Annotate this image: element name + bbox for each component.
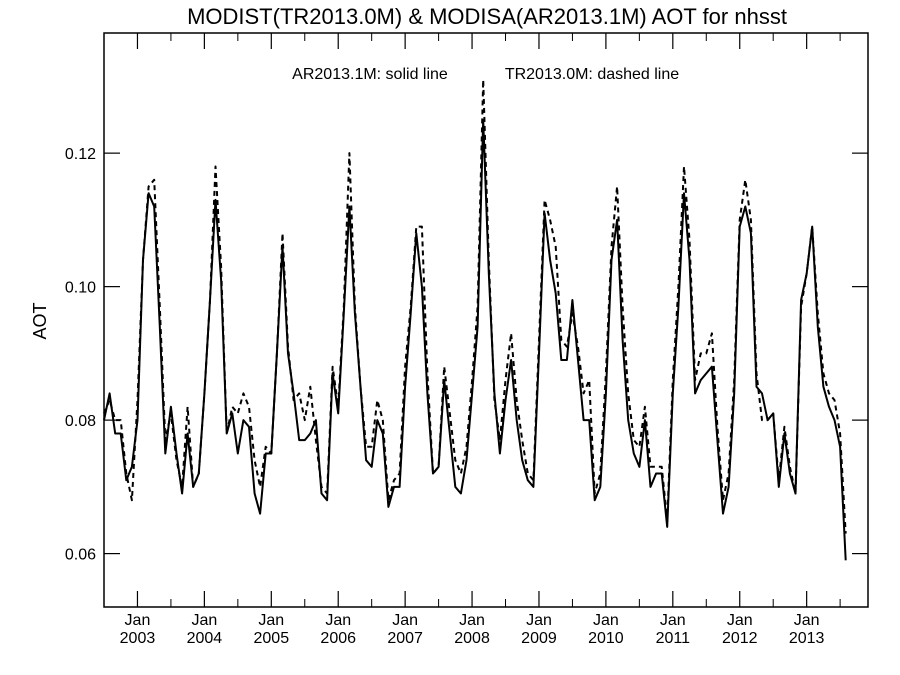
x-tick-year-label: 2013 xyxy=(789,630,825,647)
x-tick-month-label: Jan xyxy=(794,612,820,629)
y-tick-label: 0.12 xyxy=(65,146,96,163)
x-axis-ticks: Jan2003Jan2004Jan2005Jan2006Jan2007Jan20… xyxy=(120,33,841,647)
x-tick-month-label: Jan xyxy=(727,612,753,629)
x-tick-month-label: Jan xyxy=(392,612,418,629)
y-axis-ticks: 0.06 0.08 0.10 0.12 xyxy=(65,146,868,564)
x-tick-month-label: Jan xyxy=(258,612,284,629)
x-tick-month-label: Jan xyxy=(191,612,217,629)
x-tick-year-label: 2006 xyxy=(320,630,356,647)
x-tick-month-label: Jan xyxy=(125,612,151,629)
x-tick-month-label: Jan xyxy=(660,612,686,629)
y-tick-label: 0.08 xyxy=(65,413,96,430)
x-tick-year-label: 2003 xyxy=(120,630,156,647)
y-axis-label: AOT xyxy=(30,302,50,339)
series-layer xyxy=(103,78,847,561)
x-tick-month-label: Jan xyxy=(459,612,485,629)
y-tick-label: 0.10 xyxy=(65,280,96,297)
x-tick-year-label: 2005 xyxy=(254,630,290,647)
x-tick-year-label: 2011 xyxy=(656,630,691,647)
solid-line-annotation: AR2013.1M: solid line xyxy=(292,66,448,83)
chart-title: MODIST(TR2013.0M) & MODISA(AR2013.1M) AO… xyxy=(187,4,787,29)
series-line-tr2013-dashed xyxy=(103,78,847,534)
x-tick-year-label: 2004 xyxy=(187,630,223,647)
x-tick-year-label: 2007 xyxy=(387,630,423,647)
x-tick-year-label: 2009 xyxy=(521,630,557,647)
x-tick-month-label: Jan xyxy=(593,612,619,629)
x-tick-month-label: Jan xyxy=(526,612,552,629)
x-tick-month-label: Jan xyxy=(325,612,351,629)
y-tick-label: 0.06 xyxy=(65,547,96,564)
plot-frame xyxy=(103,32,869,608)
x-tick-year-label: 2010 xyxy=(588,630,624,647)
dashed-line-annotation: TR2013.0M: dashed line xyxy=(505,66,679,83)
x-tick-year-label: 2008 xyxy=(454,630,490,647)
x-tick-year-label: 2012 xyxy=(722,630,758,647)
